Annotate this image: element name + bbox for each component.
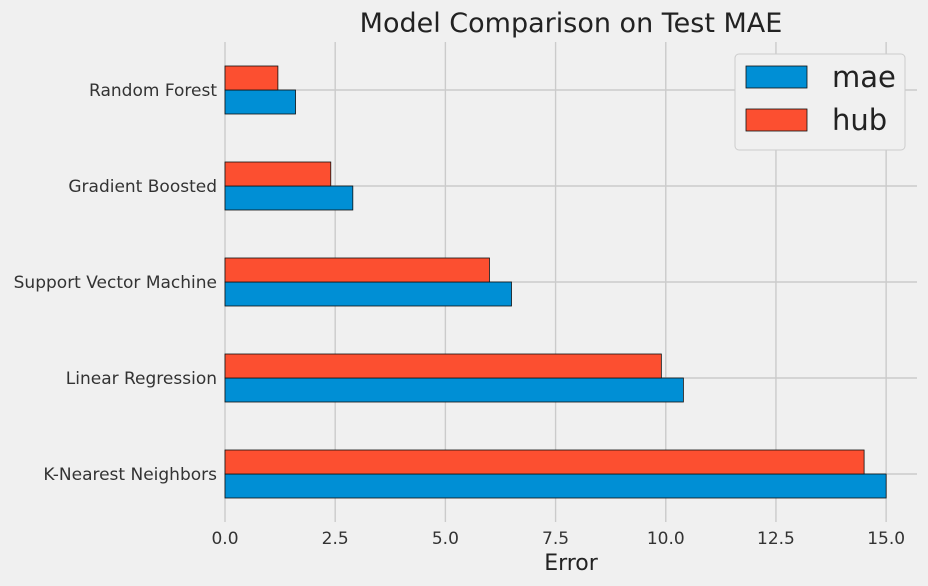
x-tick-label: 0.0 xyxy=(211,529,238,549)
bar-mae-gradient-boosted xyxy=(224,185,354,211)
x-tick-label: 5.0 xyxy=(432,529,459,549)
legend-swatch-mae xyxy=(745,65,808,89)
legend-label-mae: mae xyxy=(832,60,896,94)
x-tick-label: 12.5 xyxy=(757,529,795,549)
bar-mae-k-nearest-neighbors xyxy=(224,473,887,499)
y-axis-tick-labels: Random Forest Gradient Boosted Support Vec… xyxy=(14,81,218,485)
bar-mae-support-vector-machine xyxy=(224,281,512,307)
legend-label-hub: hub xyxy=(832,103,887,137)
bar-hub-support-vector-machine xyxy=(224,257,490,283)
x-axis-label: Error xyxy=(544,551,599,576)
y-tick-label: Gradient Boosted xyxy=(68,177,217,197)
legend: mae hub xyxy=(734,53,906,151)
y-tick-label: Support Vector Machine xyxy=(14,273,217,293)
x-tick-label: 7.5 xyxy=(542,529,569,549)
y-tick-label: Random Forest xyxy=(89,81,217,101)
bar-hub-linear-regression xyxy=(224,353,662,379)
legend-swatch-hub xyxy=(745,108,808,132)
x-tick-label: 15.0 xyxy=(867,529,905,549)
bar-hub-random-forest xyxy=(224,65,279,91)
bars xyxy=(224,65,887,499)
bar-mae-linear-regression xyxy=(224,377,684,403)
chart-title: Model Comparison on Test MAE xyxy=(360,8,783,39)
bar-hub-k-nearest-neighbors xyxy=(224,449,865,475)
x-axis-tick-labels: 0.0 2.5 5.0 7.5 10.0 12.5 15.0 xyxy=(211,529,905,549)
x-tick-label: 2.5 xyxy=(322,529,349,549)
y-tick-label: Linear Regression xyxy=(66,369,217,389)
bar-hub-gradient-boosted xyxy=(224,161,332,187)
bar-mae-random-forest xyxy=(224,89,296,115)
y-tick-label: K-Nearest Neighbors xyxy=(43,465,217,485)
x-tick-label: 10.0 xyxy=(647,529,685,549)
